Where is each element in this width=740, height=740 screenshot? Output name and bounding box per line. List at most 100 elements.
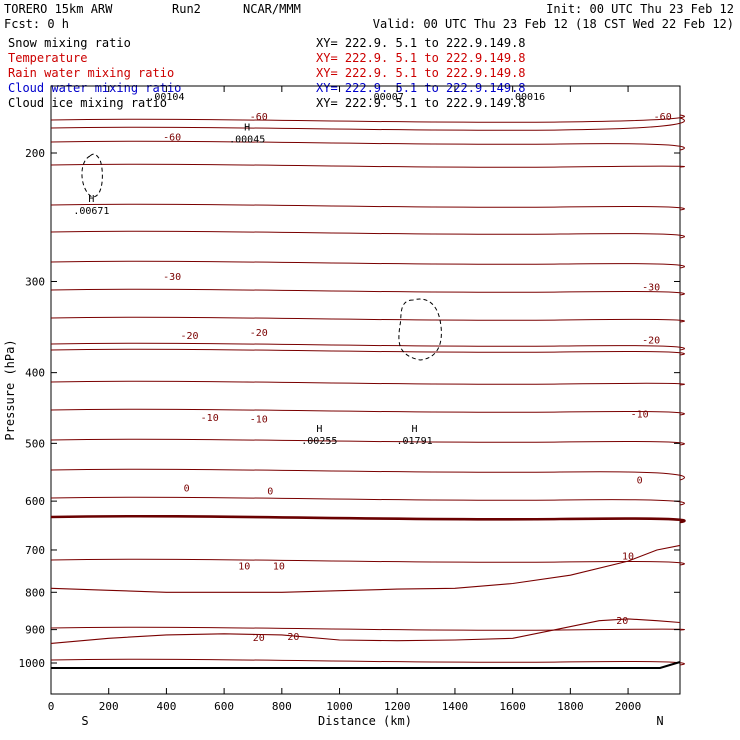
legend-xy-4: XY= 222.9. 5.1 to 222.9.149.8	[316, 96, 526, 110]
x-tick-label: 800	[272, 700, 292, 713]
contour-label: -20	[250, 328, 268, 339]
extremum-h-label: H	[412, 424, 418, 435]
legend-item-0: Snow mixing ratio	[8, 36, 131, 50]
isotherm-line-17	[50, 558, 685, 566]
y-tick-label: 800	[25, 586, 45, 599]
axes: 0 200 400 600 800 1000 1200 1400 1600 1800 2000200…	[19, 86, 680, 713]
x-tick-label: 600	[214, 700, 234, 713]
x-axis-title: Distance (km)	[318, 714, 412, 728]
extremum-h-label: H	[316, 424, 322, 435]
legend-item-2: Rain water mixing ratio	[8, 66, 174, 80]
legend-xy-0: XY= 222.9. 5.1 to 222.9.149.8	[316, 36, 526, 50]
top-mixing-label: .00007	[368, 92, 404, 103]
contour-label: -10	[250, 414, 268, 425]
contour-label: -60	[163, 133, 181, 144]
isotherm-line-15	[50, 496, 685, 506]
mixing-ratio-contours	[81, 153, 442, 361]
contour-label: 0	[637, 475, 643, 486]
contour-label: -60	[654, 112, 672, 123]
y-tick-label: 900	[25, 624, 45, 637]
isotherm-line-12	[50, 408, 685, 416]
isotherm-line-4	[50, 203, 685, 211]
contour-label: -20	[180, 331, 198, 342]
y-axis-title: Pressure (hPa)	[3, 339, 17, 440]
contour-label: 20	[287, 632, 299, 643]
isotherm-line-0	[50, 114, 685, 123]
temperature-contour-20	[50, 618, 681, 644]
y-tick-label: 400	[25, 367, 45, 380]
contour-label: -20	[642, 335, 660, 346]
legend-item-4: Cloud ice mixing ratio	[8, 96, 167, 110]
isotherm-line-20	[51, 661, 681, 669]
legend-xy-3: XY= 222.9. 5.1 to 222.9.149.8	[316, 81, 526, 95]
isotherm-line-8	[50, 316, 685, 323]
x-tick-label: 1000	[326, 700, 353, 713]
x-tick-label: 2000	[615, 700, 642, 713]
top-mixing-label: .00104	[148, 92, 184, 103]
x-tick-label: 1200	[384, 700, 411, 713]
contour-label: 20	[253, 633, 265, 644]
rain-mixing-ratio-contour	[398, 298, 442, 361]
contour-label: -10	[201, 413, 219, 424]
org-label: NCAR/MMM	[243, 2, 301, 16]
contour-labels: -60 -60 -60 -30 -30 -20 -20 -20 -10 -10 -10 0 0 0 10 10…	[73, 92, 671, 644]
isotherm-line-9	[50, 342, 685, 351]
contour-label: 20	[616, 616, 628, 627]
contour-label: 0	[267, 486, 273, 497]
isotherm-line-1	[50, 117, 685, 131]
temperature-contours	[50, 114, 686, 669]
contour-label: -10	[631, 409, 649, 420]
extremum-value: .00045	[229, 135, 265, 146]
isotherm-line-14	[50, 468, 685, 481]
contour-label: -60	[250, 112, 268, 123]
isotherm-line-10	[50, 348, 685, 356]
forecast-hour: Fcst: 0 h	[4, 17, 69, 31]
extremum-value: .00255	[301, 436, 337, 447]
isotherm-line-13	[50, 438, 685, 446]
x-tick-label: 1400	[442, 700, 469, 713]
legend-xy-2: XY= 222.9. 5.1 to 222.9.149.8	[316, 66, 526, 80]
x-tick-label: 0	[48, 700, 55, 713]
x-tick-label: 400	[156, 700, 176, 713]
y-tick-label: 500	[25, 437, 45, 450]
isotherm-line-5	[50, 230, 685, 239]
isotherm-line-19	[50, 658, 685, 666]
isotherm-line-11	[50, 380, 685, 386]
snow-mixing-ratio-contour	[81, 153, 103, 198]
isotherm-line-18	[50, 626, 685, 631]
y-tick-label: 700	[25, 544, 45, 557]
isotherm-line-16	[50, 514, 686, 524]
legend-item-1: Temperature	[8, 51, 87, 65]
valid-time: Valid: 00 UTC Thu 23 Feb 12 (18 CST Wed …	[373, 17, 734, 31]
isotherm-line-3	[50, 163, 685, 168]
y-tick-label: 200	[25, 147, 45, 160]
y-tick-label: 1000	[19, 657, 46, 670]
contour-label: 10	[238, 561, 250, 572]
run-label: Run2	[172, 2, 201, 16]
legend-xy-1: XY= 222.9. 5.1 to 222.9.149.8	[316, 51, 526, 65]
north-label: N	[656, 714, 663, 728]
legend: Snow mixing ratio XY= 222.9. 5.1 to 222.9…	[8, 36, 526, 110]
contour-label: 0	[184, 484, 190, 495]
top-mixing-label: .00016	[509, 92, 545, 103]
init-time: Init: 00 UTC Thu 23 Feb 12	[546, 2, 734, 16]
extremum-value: .01791	[396, 436, 432, 447]
extremum-h-label: H	[244, 123, 250, 134]
x-tick-label: 200	[99, 700, 119, 713]
plot-frame	[50, 85, 681, 695]
model-title: TORERO 15km ARW	[4, 2, 113, 16]
contour-label: 10	[622, 551, 634, 562]
x-tick-label: 1800	[557, 700, 584, 713]
isotherm-line-6	[50, 260, 685, 269]
isotherm-line-7	[50, 288, 685, 296]
contour-label: -30	[163, 272, 181, 283]
temperature-contour-10	[50, 544, 681, 593]
x-tick-label: 1600	[499, 700, 526, 713]
extremum-h-label: H	[88, 194, 94, 205]
contour-label: -30	[642, 283, 660, 294]
y-tick-label: 300	[25, 275, 45, 288]
south-label: S	[81, 714, 88, 728]
y-tick-label: 600	[25, 495, 45, 508]
isotherm-line-2	[50, 140, 685, 151]
